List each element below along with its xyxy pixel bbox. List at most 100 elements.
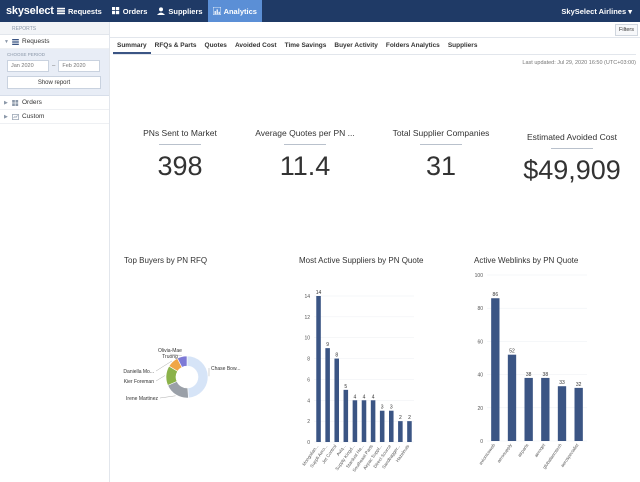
period-label: CHOOSE PERIOD [7, 52, 46, 57]
bar[interactable] [507, 354, 517, 441]
chart-title-active-suppliers: Most Active Suppliers by PN Quote [299, 256, 424, 265]
report-tabs: Summary RFQs & Parts Quotes Avoided Cost… [113, 40, 481, 54]
chart-title-active-weblinks: Active Weblinks by PN Quote [474, 256, 579, 265]
bar-value-label: 4 [354, 394, 357, 400]
bar[interactable] [316, 296, 321, 442]
last-updated-text: Last updated: Jul 29, 2020 16:50 (UTC+03… [522, 60, 636, 66]
sidebar-item-requests[interactable]: ▼ Requests [0, 35, 109, 49]
bar[interactable] [325, 348, 330, 442]
tab-quotes[interactable]: Quotes [204, 42, 227, 49]
bar-value-label: 4 [363, 394, 366, 400]
bar[interactable] [389, 410, 394, 442]
y-tick-label: 20 [477, 406, 483, 412]
donut-label: Irene Martinez [126, 396, 158, 402]
bar[interactable] [398, 421, 403, 442]
nav-suppliers-label: Suppliers [168, 6, 203, 16]
donut-leader-line [159, 395, 176, 399]
kpi-label: PNs Sent to Market [143, 128, 217, 138]
tab-buyer-activity[interactable]: Buyer Activity [334, 42, 378, 49]
y-tick-label: 2 [307, 419, 310, 425]
sidebar-item-label: Orders [22, 99, 42, 106]
donut-slice[interactable] [176, 355, 188, 368]
tabs-divider [113, 54, 636, 55]
bar-value-label: 38 [543, 372, 549, 378]
tab-folders-analytics[interactable]: Folders Analytics [385, 42, 440, 49]
tab-rfqs-parts[interactable]: RFQs & Parts [154, 42, 197, 49]
nav-analytics-label: Analytics [223, 6, 257, 16]
y-tick-label: 4 [307, 398, 310, 404]
y-tick-label: 12 [304, 315, 310, 321]
sidebar-header: REPORTS [0, 22, 109, 35]
y-tick-label: 0 [480, 439, 483, 445]
bar[interactable] [574, 387, 583, 441]
filters-button[interactable]: Filters [615, 24, 638, 36]
bar[interactable] [370, 400, 376, 442]
x-tick-label: aeroqet [533, 442, 546, 458]
donut-label: Daniella Mo... [123, 369, 154, 375]
caret-right-icon: ▶ [4, 99, 8, 106]
tab-suppliers[interactable]: Suppliers [447, 42, 478, 49]
date-from-input[interactable]: Jan 2020 [7, 60, 49, 72]
bar[interactable] [524, 377, 533, 441]
bar[interactable] [334, 358, 339, 442]
donut-leader-line [169, 353, 182, 356]
bar[interactable] [352, 400, 358, 442]
orders-icon [111, 7, 119, 15]
y-tick-label: 60 [477, 339, 483, 345]
nav-analytics[interactable]: Analytics [207, 0, 262, 22]
show-report-button[interactable]: Show report [7, 76, 101, 89]
y-tick-label: 10 [304, 336, 310, 342]
bar-value-label: 86 [493, 292, 499, 298]
y-tick-label: 80 [477, 306, 483, 312]
period-selector: CHOOSE PERIOD Jan 2020 – Feb 2020 Show r… [0, 49, 109, 96]
tab-summary[interactable]: Summary [113, 40, 151, 54]
y-tick-label: 40 [477, 373, 483, 379]
y-tick-label: 100 [475, 273, 484, 279]
kpi-divider [284, 144, 326, 145]
kpi-divider [420, 144, 462, 145]
y-tick-label: 0 [307, 440, 310, 446]
nav-requests[interactable]: Requests [52, 0, 107, 22]
bar[interactable] [491, 298, 500, 441]
kpi-pns-sent: PNs Sent to Market 398 [115, 128, 245, 182]
donut-label: Truong [162, 354, 178, 360]
x-tick-label: aerosupply [496, 442, 513, 464]
top-nav-bar: skyselect Requests Orders Suppliers Anal… [0, 0, 640, 22]
nav-requests-label: Requests [68, 6, 102, 16]
sidebar-item-orders[interactable]: ▶ Orders [0, 96, 109, 110]
bar-value-label: 8 [335, 353, 338, 359]
reports-sidebar: REPORTS ▼ Requests CHOOSE PERIOD Jan 202… [0, 22, 110, 482]
kpi-avoided-cost: Estimated Avoided Cost $49,909 [507, 132, 637, 186]
bar-value-label: 2 [408, 415, 411, 421]
bar-value-label: 14 [316, 290, 322, 296]
bar-value-label: 2 [399, 415, 402, 421]
chart-icon [212, 7, 221, 15]
bar[interactable] [407, 421, 412, 442]
kpi-divider [551, 148, 593, 149]
tab-avoided-cost[interactable]: Avoided Cost [234, 42, 277, 49]
bar[interactable] [361, 400, 367, 442]
bar[interactable] [541, 377, 550, 441]
donut-leader-line [155, 375, 166, 382]
bar[interactable] [343, 389, 349, 442]
nav-suppliers[interactable]: Suppliers [152, 0, 207, 22]
bar[interactable] [557, 386, 567, 441]
sidebar-item-label: Custom [22, 113, 45, 120]
date-to-input[interactable]: Feb 2020 [58, 60, 101, 72]
bar[interactable] [379, 410, 385, 442]
bar-value-label: 3 [381, 405, 384, 411]
sidebar-item-custom[interactable]: ▶ Custom [0, 110, 109, 124]
app-logo[interactable]: skyselect [6, 5, 54, 17]
donut-slice[interactable] [186, 355, 209, 399]
nav-orders[interactable]: Orders [107, 0, 153, 22]
kpi-label: Average Quotes per PN ... [255, 128, 355, 138]
top-buyers-donut-chart: Chase Bow... Irene Martinez Kier Foreman Da… [123, 348, 240, 402]
bar-value-label: 52 [509, 349, 515, 355]
account-menu[interactable]: SkySelect Airlines ▾ [561, 6, 632, 16]
tab-time-savings[interactable]: Time Savings [284, 42, 327, 49]
orders-icon [12, 99, 19, 106]
kpi-avg-quotes: Average Quotes per PN ... 11.4 [240, 128, 370, 182]
user-icon [157, 7, 166, 15]
donut-label: Olivia-Mae [158, 348, 182, 354]
